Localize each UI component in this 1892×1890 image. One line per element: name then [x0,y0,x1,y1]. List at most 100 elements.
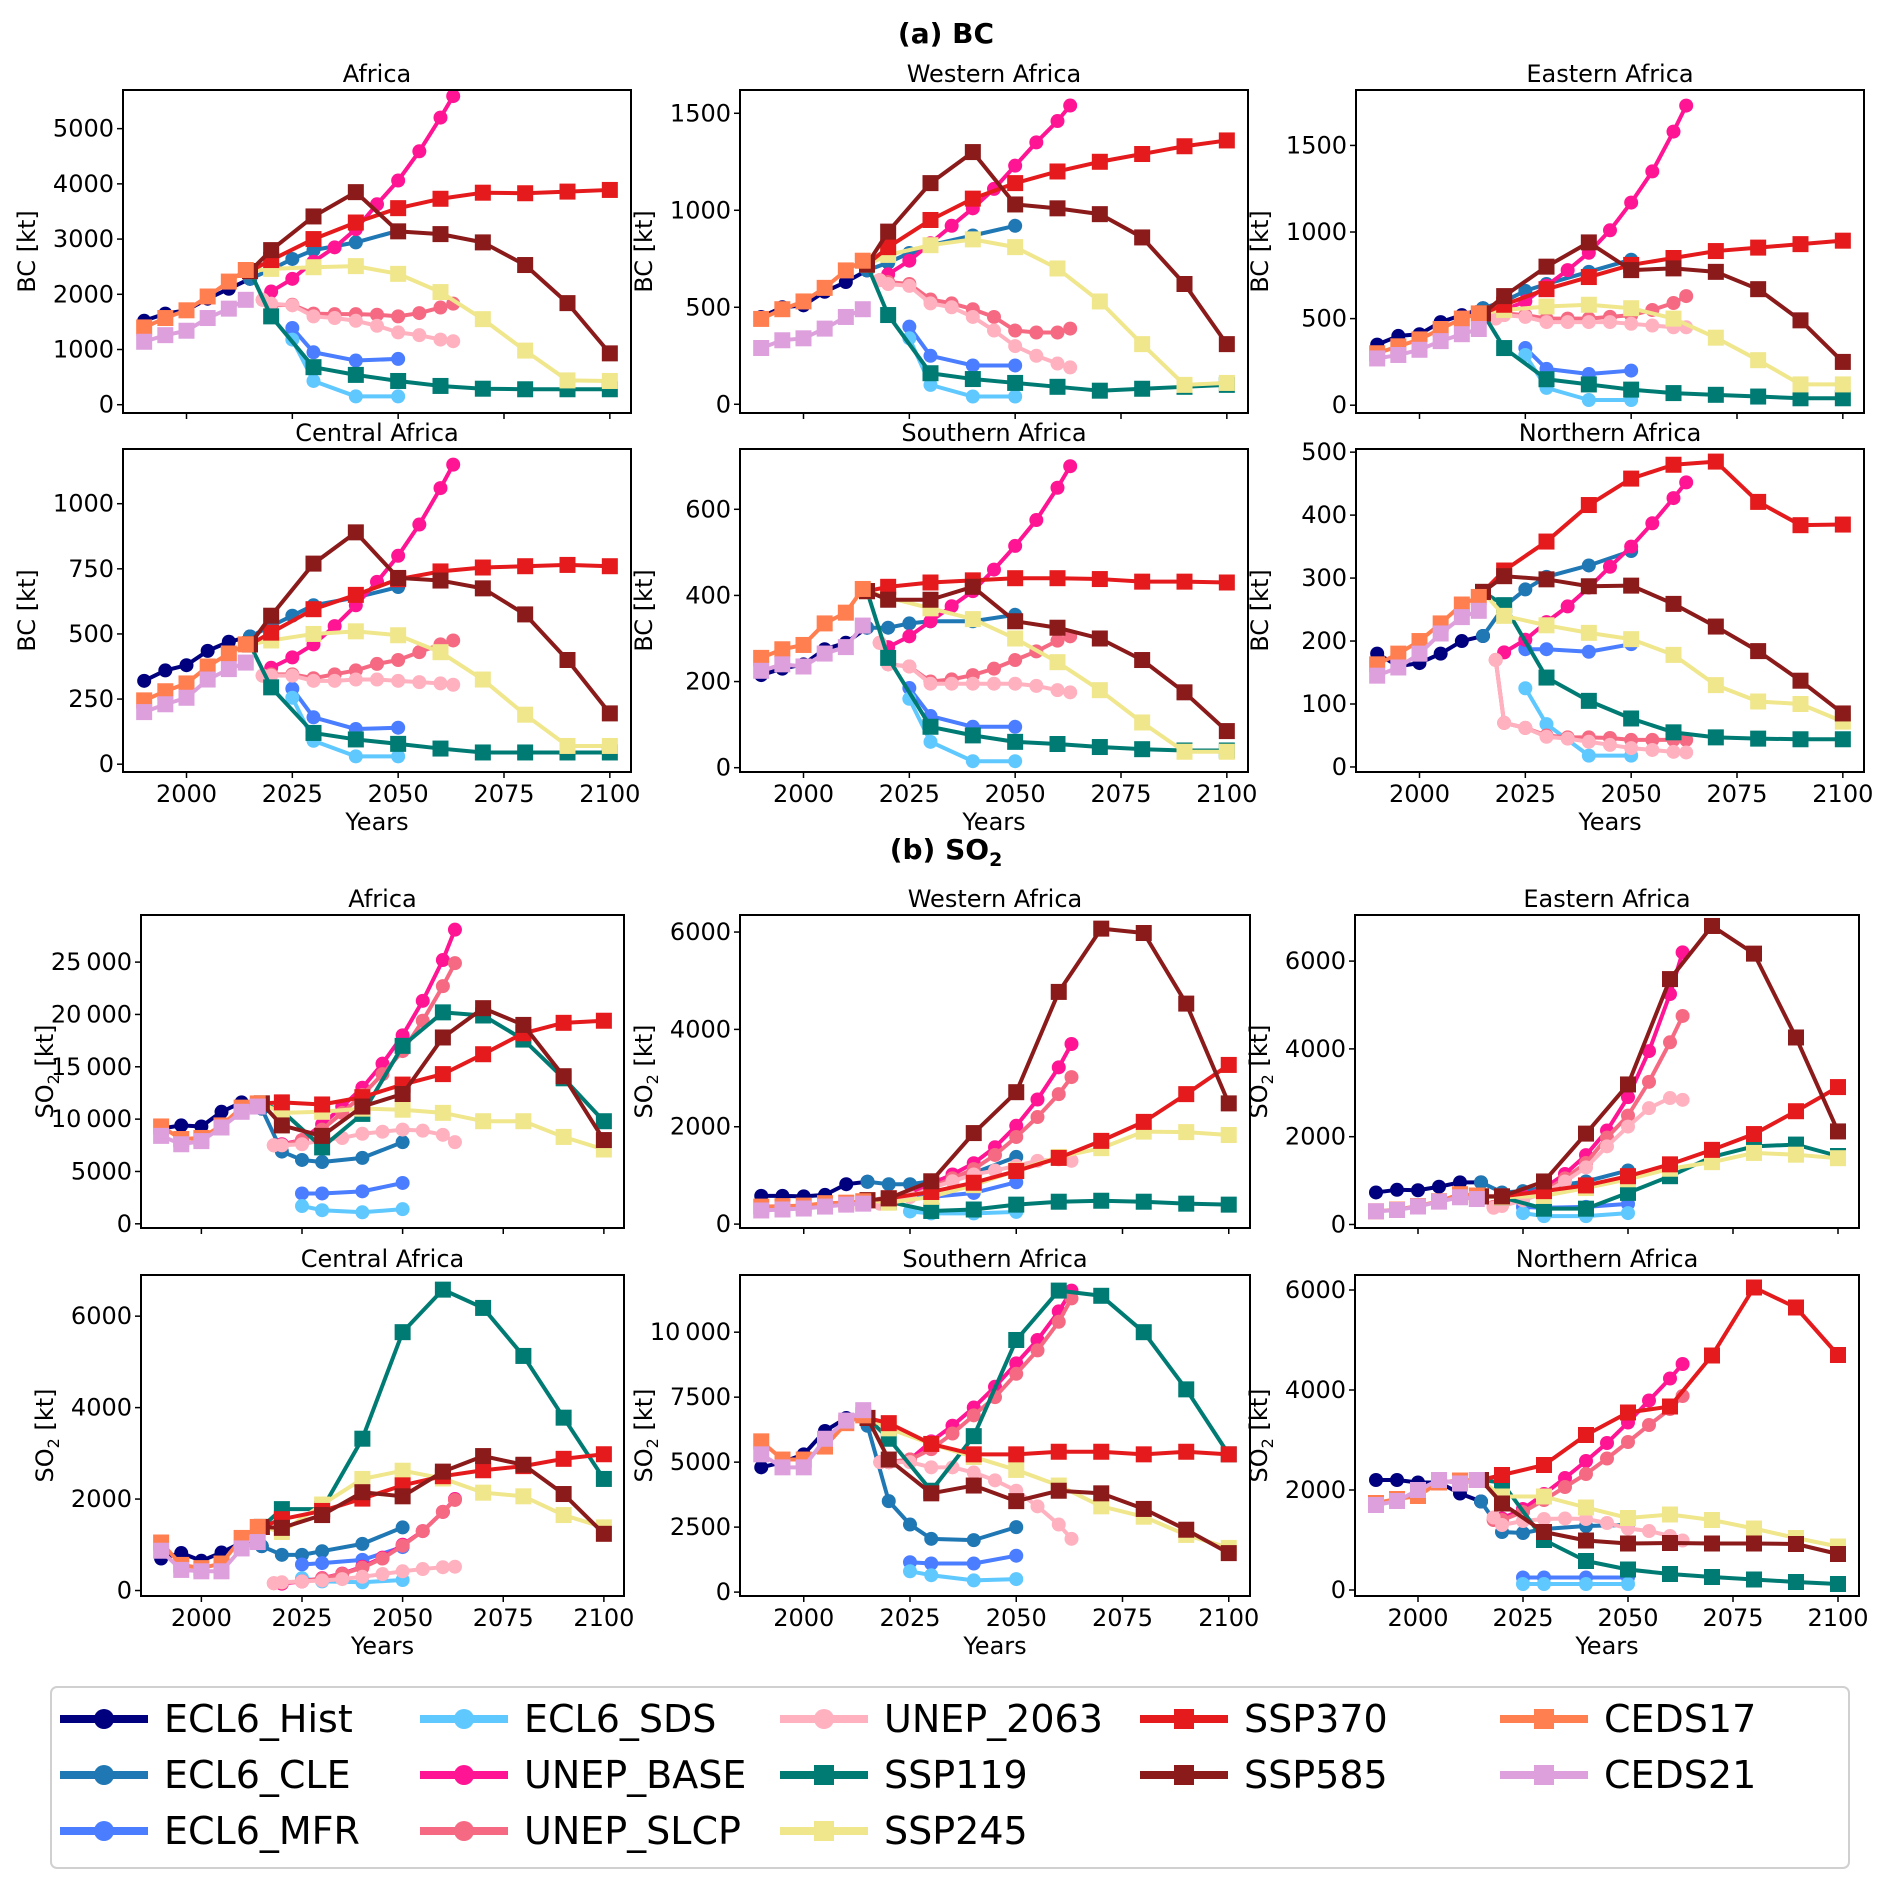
data-point-ecl6-hist [1454,634,1469,649]
panel-title: Northern Africa [1519,419,1702,447]
data-point-unep-2063 [1600,1139,1614,1154]
data-point-ecl6-mfr [1009,1548,1024,1563]
data-point-ssp585 [1134,229,1151,246]
data-point-unep-slcp [1050,325,1065,340]
x-tick-label: 2075 [1092,1604,1153,1632]
x-tick-label: 2075 [1090,780,1151,808]
data-point-ceds21 [237,291,254,308]
series-line-ssp370 [1480,1285,1840,1482]
data-point-ecl6-cle [348,235,363,250]
data-point-ssp245 [1662,1506,1678,1523]
data-point-ssp245 [555,1507,572,1524]
x-axis-label: Years [1574,1632,1638,1660]
data-point-ceds17 [136,319,153,336]
series-line-ecl6-mfr [907,686,1016,729]
data-point-unep-base [1560,263,1575,278]
y-tick-label: 0 [99,750,114,778]
data-point-unep-2063 [1539,315,1554,330]
data-point-ecl6-hist [1433,646,1448,661]
data-point-ssp585 [1788,1029,1804,1046]
series-line-ssp585 [248,190,612,355]
data-point-unep-slcp [1009,1366,1024,1381]
y-tick-label: 400 [1301,501,1347,529]
y-tick-label: 2000 [670,1113,731,1141]
y-tick-label: 2000 [71,1485,132,1513]
data-point-unep-2063 [1050,356,1065,371]
data-point-unep-base [1642,1393,1656,1408]
data-point-ssp585 [517,257,534,274]
panel-title: Central Africa [295,419,458,447]
series-line-ssp585 [865,1417,1230,1555]
y-tick-label: 0 [99,391,114,419]
data-point-ssp119 [964,371,981,388]
data-point-ceds21 [233,1103,250,1120]
data-point-ecl6-mfr [902,319,917,334]
data-point-unep-2063 [285,668,300,683]
data-point-ssp370 [1578,1427,1594,1443]
data-point-unep-base [1666,491,1681,506]
data-point-ssp585 [474,234,491,251]
data-point-ssp245 [1091,293,1108,310]
data-point-ssp585 [347,184,364,201]
y-tick-label: 0 [1331,1210,1346,1238]
x-tick-label: 2075 [1706,780,1767,808]
data-point-ecl6-mfr [355,1184,370,1199]
series-line-ssp585 [1481,574,1845,716]
data-point-unep-2063 [335,1572,350,1587]
data-point-ssp245 [1538,617,1555,634]
data-point-ceds21 [855,1195,872,1212]
y-tick-label: 0 [1332,753,1347,781]
data-point-unep-base [1560,599,1575,614]
data-point-ceds21 [173,1136,190,1153]
data-point-unep-2063 [1603,737,1617,752]
data-point-ecl6-sds [295,1199,309,1214]
data-point-ssp370 [1704,1347,1720,1364]
data-point-unep-slcp [391,652,406,667]
data-point-ssp119 [965,1428,982,1445]
y-axis-label: SO2 [kt] [630,1025,662,1119]
data-point-unep-2063 [1560,315,1575,330]
data-point-unep-base [1008,158,1023,173]
x-tick-label: 2100 [579,780,640,808]
data-point-unep-base [1621,1090,1635,1105]
data-point-unep-2063 [355,1126,370,1141]
series-line-ssp585 [260,1006,606,1142]
data-point-ceds17 [753,649,770,666]
data-point-unep-2063 [348,313,363,328]
data-point-unep-base [944,218,959,233]
data-point-ssp585 [1750,281,1767,298]
data-point-unep-2063 [415,1123,430,1138]
data-point-ssp370 [390,200,407,217]
y-tick-label: 6000 [71,1302,132,1330]
data-point-unep-base [902,253,917,268]
data-point-ceds21 [837,639,854,656]
section-title-bc: (a) BC [898,17,994,50]
data-point-ssp585 [394,1086,411,1103]
data-point-ssp370 [1830,1079,1846,1096]
legend-label: ECL6_SDS [524,1697,716,1741]
data-point-ecl6-sds [348,749,363,764]
data-point-ceds17 [753,310,770,327]
data-point-unep-base [1603,559,1617,574]
data-point-ceds21 [855,1402,872,1419]
series-line-ecl6-mfr [290,687,399,732]
data-point-ssp119 [1750,388,1767,405]
y-axis-label: BC [kt] [630,569,658,651]
data-point-ecl6-cle [902,616,917,631]
data-point-ssp370 [1578,1177,1594,1194]
data-point-unep-base [902,629,917,644]
series-line-unep-base [1501,1362,1685,1521]
data-point-unep-2063 [923,296,938,311]
series-line-ssp370 [1481,1085,1839,1199]
data-point-unep-2063 [348,672,363,687]
data-point-ceds21 [1368,1203,1384,1220]
data-point-ssp245 [1176,743,1193,760]
panel-title: Africa [348,885,416,913]
data-point-unep-2063 [1064,1153,1079,1168]
data-point-ssp119 [1008,1196,1025,1213]
data-point-ssp585 [1220,1545,1237,1562]
series-line-ssp585 [866,584,1229,733]
panel-title: Eastern Africa [1523,885,1690,913]
plot-frame [739,448,1249,773]
data-point-ceds21 [193,1133,210,1150]
